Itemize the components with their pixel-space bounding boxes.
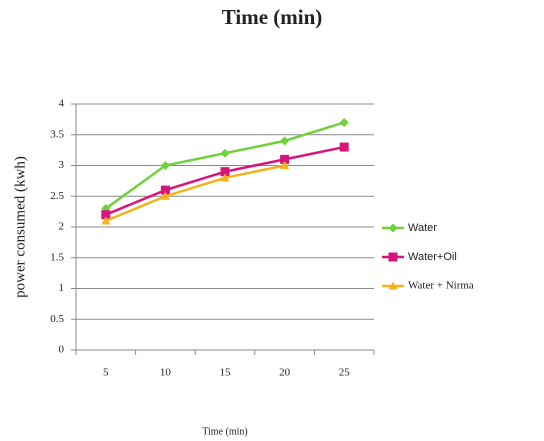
x-tick-label: 20 xyxy=(279,367,291,379)
x-tick-label: 15 xyxy=(220,367,232,379)
marker xyxy=(280,154,290,164)
marker xyxy=(388,223,398,233)
legend-label: Water + Nirma xyxy=(408,280,474,292)
y-tick-label: 3.5 xyxy=(50,128,64,140)
marker xyxy=(220,173,230,182)
marker xyxy=(280,136,290,146)
marker xyxy=(339,142,349,152)
legend-label: Water+Oil xyxy=(408,251,457,263)
y-tick-label: 1 xyxy=(59,282,65,294)
marker xyxy=(280,161,290,170)
chart-title: Time (min) xyxy=(222,5,323,29)
marker xyxy=(339,117,349,127)
x-tick-label: 5 xyxy=(103,367,109,379)
x-tick-label: 10 xyxy=(160,367,172,379)
y-tick-label: 1.5 xyxy=(50,251,64,263)
marker xyxy=(160,161,170,170)
y-tick-label: 0.5 xyxy=(50,313,64,325)
y-axis-label: power consumed (kwh) xyxy=(12,156,28,298)
marker xyxy=(220,148,230,158)
y-tick-label: 0 xyxy=(59,344,65,356)
marker xyxy=(101,216,111,225)
legend-label: Water xyxy=(408,222,437,234)
marker xyxy=(101,210,111,220)
y-tick-label: 4 xyxy=(59,98,65,110)
marker xyxy=(388,252,398,262)
marker xyxy=(220,167,230,177)
marker xyxy=(160,185,170,195)
marker xyxy=(160,191,170,200)
y-tick-label: 2 xyxy=(59,221,65,233)
x-tick-label: 25 xyxy=(339,367,351,379)
y-tick-label: 3 xyxy=(59,159,65,171)
y-tick-label: 2.5 xyxy=(50,190,64,202)
x-axis-label: Time (min) xyxy=(202,426,247,437)
marker xyxy=(388,281,398,290)
series-line xyxy=(105,164,285,223)
